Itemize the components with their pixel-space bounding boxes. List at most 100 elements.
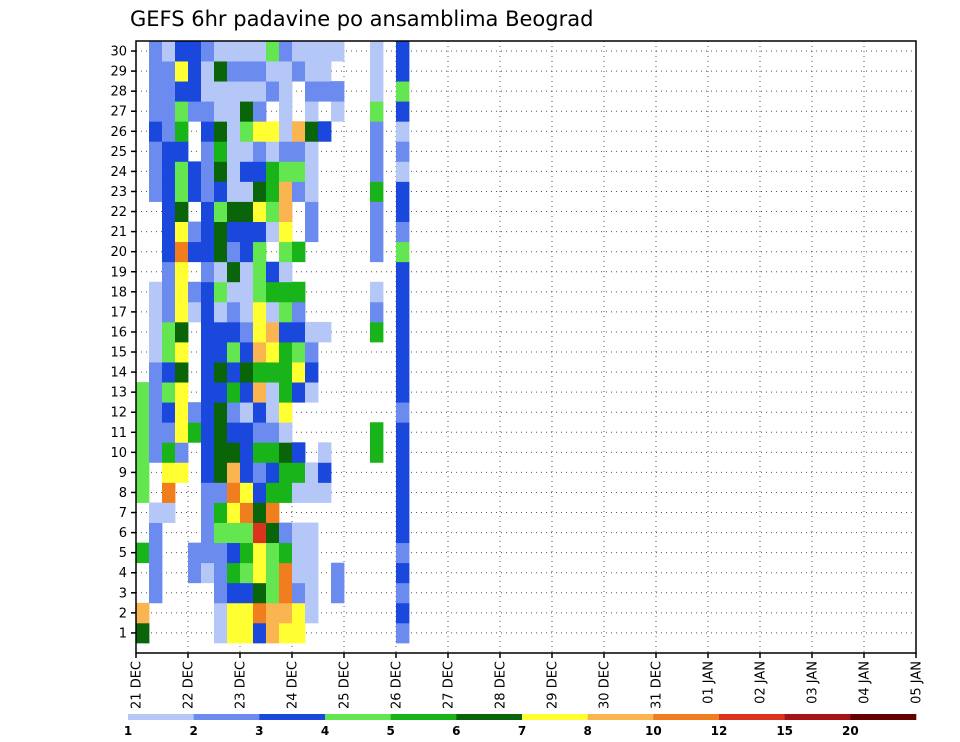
heatmap-cell bbox=[240, 281, 254, 303]
heatmap-cell bbox=[214, 602, 228, 624]
heatmap-cell bbox=[227, 41, 241, 62]
heatmap-cell bbox=[188, 41, 202, 62]
heatmap-cell bbox=[318, 482, 332, 503]
y-tick-label: 22 bbox=[110, 205, 127, 220]
heatmap-cell bbox=[396, 241, 410, 263]
heatmap-cell bbox=[318, 321, 332, 343]
heatmap-cell bbox=[214, 101, 228, 122]
heatmap-cell bbox=[266, 462, 280, 483]
heatmap-cell bbox=[253, 382, 267, 403]
heatmap-cell bbox=[396, 201, 410, 222]
y-tick-label: 30 bbox=[110, 45, 127, 60]
heatmap-cell bbox=[227, 241, 241, 263]
heatmap-cell bbox=[253, 221, 267, 243]
heatmap-cell bbox=[214, 41, 228, 62]
heatmap-cell bbox=[240, 101, 254, 122]
heatmap-cell bbox=[240, 402, 254, 423]
heatmap-cell bbox=[396, 281, 410, 303]
heatmap-cell bbox=[396, 362, 410, 383]
heatmap-cell bbox=[136, 402, 150, 423]
heatmap-cell bbox=[240, 201, 254, 222]
heatmap-cell bbox=[201, 161, 215, 182]
heatmap-cell bbox=[201, 542, 215, 564]
x-tick-label: 27 DEC bbox=[442, 661, 457, 709]
heatmap-cell bbox=[201, 41, 215, 62]
heatmap-cell bbox=[305, 101, 319, 122]
heatmap-cell bbox=[162, 442, 176, 463]
y-tick-label: 15 bbox=[110, 346, 127, 361]
heatmap-cell bbox=[253, 321, 267, 343]
heatmap-cell bbox=[214, 522, 228, 544]
heatmap-cell bbox=[253, 201, 267, 222]
heatmap-cell bbox=[279, 201, 293, 222]
heatmap-cell bbox=[240, 362, 254, 383]
heatmap-cell bbox=[136, 602, 150, 624]
heatmap-cell bbox=[279, 261, 293, 283]
heatmap-cell bbox=[201, 402, 215, 423]
heatmap-cell bbox=[149, 341, 163, 363]
colorbar-label: 8 bbox=[583, 724, 591, 738]
heatmap-cell bbox=[149, 362, 163, 383]
heatmap-cell bbox=[396, 161, 410, 182]
colorbar-label: 3 bbox=[255, 724, 263, 738]
heatmap-cell bbox=[201, 281, 215, 303]
x-tick-label: 22 DEC bbox=[182, 661, 197, 709]
y-tick-label: 11 bbox=[110, 426, 127, 441]
heatmap-cell bbox=[305, 181, 319, 202]
heatmap-cell bbox=[227, 121, 241, 142]
heatmap-cell bbox=[279, 402, 293, 423]
colorbar-swatch bbox=[784, 714, 851, 720]
heatmap-cell bbox=[331, 41, 345, 62]
heatmap-cell bbox=[149, 121, 163, 142]
x-tick-label: 04 JAN bbox=[858, 661, 873, 704]
heatmap-cell bbox=[162, 141, 176, 162]
heatmap-cell bbox=[305, 462, 319, 483]
heatmap-cell bbox=[175, 141, 189, 162]
colorbar-swatch bbox=[456, 714, 523, 720]
heatmap-cell bbox=[266, 81, 280, 102]
heatmap-cell bbox=[136, 422, 150, 443]
colorbar-swatch bbox=[325, 714, 391, 720]
heatmap-cell bbox=[175, 382, 189, 403]
heatmap-cell bbox=[396, 121, 410, 142]
heatmap-cell bbox=[162, 201, 176, 222]
heatmap-cell bbox=[370, 301, 384, 323]
heatmap-cell bbox=[370, 181, 384, 202]
y-tick-label: 14 bbox=[110, 366, 127, 381]
heatmap-cell bbox=[240, 261, 254, 283]
heatmap-cell bbox=[370, 422, 384, 443]
y-tick-label: 29 bbox=[110, 65, 127, 80]
heatmap-cell bbox=[305, 582, 319, 604]
heatmap-cell bbox=[149, 522, 163, 544]
heatmap-cell bbox=[292, 61, 306, 82]
heatmap-cell bbox=[214, 241, 228, 263]
heatmap-cell bbox=[240, 382, 254, 403]
heatmap-cell bbox=[266, 602, 280, 624]
heatmap-cell bbox=[396, 622, 410, 644]
heatmap-cell bbox=[279, 562, 293, 584]
x-tick-label: 05 JAN bbox=[910, 661, 925, 704]
heatmap-cell bbox=[227, 622, 241, 644]
heatmap-cell bbox=[201, 482, 215, 503]
heatmap-cell bbox=[318, 462, 332, 483]
heatmap-cell bbox=[227, 61, 241, 82]
heatmap-cell bbox=[279, 301, 293, 323]
x-tick-label: 30 DEC bbox=[598, 661, 613, 709]
heatmap-cell bbox=[240, 602, 254, 624]
heatmap-cell bbox=[201, 261, 215, 283]
heatmap-cell bbox=[201, 562, 215, 584]
heatmap-cell bbox=[370, 61, 384, 82]
heatmap-cell bbox=[305, 81, 319, 102]
y-tick-label: 17 bbox=[110, 305, 127, 320]
heatmap-cell bbox=[370, 101, 384, 122]
heatmap-cell bbox=[175, 181, 189, 202]
heatmap-cell bbox=[188, 422, 202, 443]
y-tick-label: 12 bbox=[110, 406, 127, 421]
heatmap-cell bbox=[266, 402, 280, 423]
heatmap-cell bbox=[253, 41, 267, 62]
heatmap-cell bbox=[175, 341, 189, 363]
heatmap-cell bbox=[305, 141, 319, 162]
colorbar-swatch bbox=[522, 714, 588, 720]
heatmap-cell bbox=[240, 41, 254, 62]
heatmap-cell bbox=[136, 622, 150, 644]
